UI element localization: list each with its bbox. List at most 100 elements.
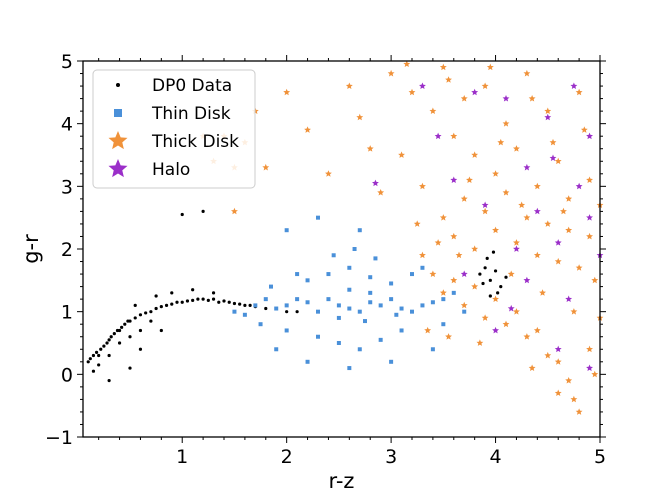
x-tick-label: 3 — [385, 446, 397, 468]
thick-disk-point — [460, 195, 468, 202]
dp0-data-point — [191, 288, 195, 292]
thin-disk-point — [263, 297, 268, 302]
halo-point — [523, 163, 531, 171]
halo-point — [586, 364, 593, 371]
dp0-data-point — [201, 209, 205, 213]
thin-disk-point — [305, 300, 310, 305]
thin-disk-point — [347, 287, 352, 292]
legend-label-halo: Halo — [152, 160, 190, 180]
thin-disk-point — [368, 290, 373, 295]
thick-disk-point — [424, 326, 432, 334]
legend-label-dp0-data: DP0 Data — [152, 76, 232, 96]
thick-disk-point — [439, 63, 447, 71]
thick-disk-point — [507, 270, 515, 277]
thick-disk-point — [325, 170, 332, 177]
thick-disk-point — [523, 333, 531, 340]
dp0-data-point — [196, 297, 200, 301]
thick-disk-point — [523, 69, 531, 77]
dp0-data-point — [149, 310, 153, 314]
thick-disk-point — [533, 182, 541, 190]
dp0-data-point — [206, 298, 210, 302]
thin-disk-point — [284, 303, 289, 308]
thin-disk-point — [352, 247, 357, 251]
halo-point — [419, 82, 426, 89]
thin-disk-point — [284, 328, 289, 333]
dp0-data-point — [154, 306, 158, 311]
dp0-data-point — [180, 300, 184, 304]
thin-disk-point — [347, 366, 352, 371]
dp0-data-point — [164, 303, 169, 307]
thick-disk-point — [575, 264, 583, 271]
thin-disk-point — [410, 309, 414, 314]
thin-disk-point — [242, 312, 247, 317]
legend-items: DP0 Data Thin Disk Thick Disk Halo — [108, 76, 239, 180]
thin-disk-point — [326, 272, 331, 277]
thin-disk-point — [389, 359, 394, 364]
y-tick-label: 2 — [61, 239, 73, 261]
halo-point — [507, 304, 515, 312]
dp0-data-point — [295, 310, 299, 314]
thick-disk-point — [492, 170, 499, 177]
ticks-layer: 1 2 3 4 5 −1 0 1 2 3 4 5 — [45, 51, 606, 468]
dp0-data-point — [123, 322, 127, 326]
thin-disk-point — [378, 303, 383, 308]
dp0-data-point — [175, 300, 179, 304]
thick-disk-point — [513, 239, 520, 246]
dp0-data-point — [185, 299, 190, 303]
thick-disk-point — [408, 88, 416, 96]
dp0-data-point — [481, 281, 485, 286]
halo-point — [492, 326, 499, 334]
thick-disk-point — [471, 151, 479, 158]
thick-disk-point — [439, 289, 447, 296]
thin-disk-point — [316, 334, 320, 339]
dp0-data-point — [154, 294, 158, 298]
thick-disk-point — [544, 220, 552, 227]
thick-disk-point — [481, 207, 489, 215]
dp0-data-point — [243, 303, 247, 307]
dp0-data-point — [170, 291, 174, 295]
dp0-data-point — [107, 353, 111, 358]
dp0-data-point — [120, 325, 124, 329]
halo-point — [544, 113, 552, 121]
halo-point — [460, 270, 468, 277]
dp0-data-point — [107, 338, 111, 342]
dp0-data-point — [488, 294, 492, 298]
halo-point — [554, 239, 562, 246]
thick-disk-point — [450, 132, 458, 140]
dp0-data-point — [201, 297, 205, 301]
thick-disk-point — [486, 63, 494, 71]
legend-label-thick-disk: Thick Disk — [151, 132, 239, 152]
thin-disk-point — [347, 306, 352, 311]
thin-disk-point — [462, 309, 467, 314]
dp0-data-point — [91, 353, 96, 358]
thick-disk-point — [554, 389, 562, 397]
dp0-data-point — [485, 256, 489, 260]
thin-disk-point — [295, 297, 300, 302]
halo-point — [565, 295, 573, 303]
y-tick-label: 1 — [61, 302, 73, 324]
thick-disk-point — [554, 358, 562, 365]
thin-disk-point — [331, 253, 336, 258]
thick-disk-point — [533, 326, 541, 334]
thick-disk-point — [419, 251, 426, 259]
thick-disk-point — [570, 308, 578, 315]
dp0-data-point — [105, 341, 109, 345]
x-tick-label: 4 — [490, 446, 502, 468]
dp0-data-point — [496, 291, 500, 295]
dp0-data-point — [499, 285, 503, 289]
thick-disk-point — [366, 145, 374, 152]
thick-disk-point — [554, 157, 562, 165]
thick-disk-point — [544, 351, 552, 359]
thick-disk-point — [356, 113, 364, 121]
thick-disk-point — [476, 339, 484, 346]
dp0-data-point — [107, 379, 111, 383]
y-tick-label: −1 — [45, 427, 73, 449]
thick-disk-point — [345, 82, 353, 89]
thin-disk-point — [326, 297, 331, 302]
dp0-data-point — [222, 299, 226, 303]
thin-disk-point — [378, 337, 383, 342]
dp0-data-point — [91, 369, 96, 373]
dp0-data-point — [493, 269, 498, 273]
dp0-data-point — [88, 357, 92, 361]
